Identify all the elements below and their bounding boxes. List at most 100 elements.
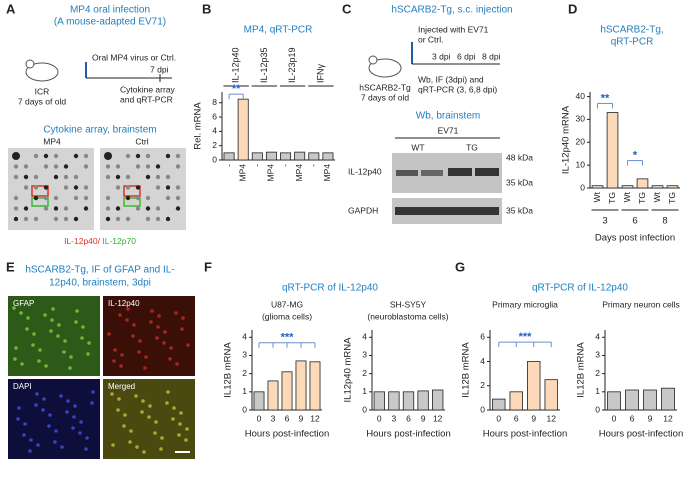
group-label: IL-12p40 [231,47,241,83]
cell [177,433,181,437]
y-tick-label: 2 [242,368,247,378]
cell [169,346,173,350]
cell [128,440,132,444]
y-tick-label: 0 [595,404,600,414]
array-spot [135,153,141,159]
array-spot [125,153,131,159]
cell [86,352,90,356]
cell [125,318,129,322]
cell [29,438,33,442]
bar [636,178,649,189]
cell [80,336,84,340]
array-spot [53,153,59,159]
array-spot [135,185,141,190]
y-tick-label: 0 [242,404,247,414]
cell [81,325,85,329]
x-axis-label: Days post infection [595,233,675,244]
x-tick-label: 3 [271,413,276,423]
array-spot [115,216,121,222]
y-tick-label: 10 [576,159,586,169]
cell [144,355,148,359]
array-spot [43,195,49,201]
cell [155,336,159,340]
cell [168,357,172,361]
title: qRT-PCR of IL-12p40 [282,283,378,294]
x-tick-label: 9 [648,413,653,423]
bar [402,391,415,411]
panel-label: D [568,1,577,16]
bar [308,152,320,161]
array-spot [115,174,121,180]
bar [432,389,444,411]
array-spot [63,185,69,190]
cell [118,313,122,317]
cell [13,357,17,361]
cell [112,359,116,363]
label: Oral MP4 virus or Ctrl. [92,52,176,62]
cell [49,329,53,333]
cell [16,417,20,421]
x-axis-label: Hours post-infection [245,429,329,440]
array-spot [105,206,111,211]
cell [63,339,67,343]
y-axis-label: IL12B mRNA [461,342,472,398]
cell [12,306,16,310]
array-spot [43,185,49,190]
bar [417,390,429,411]
cell [26,316,30,320]
significance: ** [601,92,610,104]
western-blot [392,153,502,224]
array-spot [53,164,59,169]
cell [87,341,91,345]
y-tick-label: 2 [480,380,485,390]
cell [180,327,184,331]
label: TG [466,142,478,152]
array-spot [145,206,151,211]
cell [53,440,57,444]
cell [54,429,58,433]
title: MP4 oral infection [70,5,150,16]
cell [138,339,142,343]
cell [43,313,47,317]
cell [65,410,69,414]
chart-title: MP4, qRT-PCR [244,25,313,36]
array-spot [63,174,69,180]
bar [544,379,558,411]
cell [35,392,39,396]
y-tick-label: 6 [480,332,485,342]
y-tick-label: 8 [212,97,217,107]
bar [253,391,265,411]
legend-green: IL-12p70 [100,236,136,246]
cell [32,332,36,336]
label: WT [411,142,424,152]
cell [175,362,179,366]
cell [186,343,190,347]
x-tick-label: TG [637,192,647,204]
stain-label: GFAP [13,299,34,308]
x-tick-label: - [308,164,318,167]
cytokine-array-images [8,148,186,230]
x-tick-label: 3 [392,413,397,423]
y-tick-label: 0 [480,404,485,414]
array-spot [33,216,39,222]
y-tick-label: 0 [580,182,585,192]
cell [165,401,169,405]
stain-label: IL-12p40 [108,299,140,308]
group-label: 8 [662,216,667,227]
significance: ** [232,83,241,95]
cell [148,404,152,408]
cell [181,316,185,320]
stain-label: Merged [108,382,135,391]
array-spot [13,164,19,169]
array-spot [53,206,59,211]
label: EV71 [438,125,459,135]
array-spot [23,174,29,180]
y-tick-label: 3 [595,350,600,360]
group-label: 3 [602,216,607,227]
cell [120,353,124,357]
label: Cytokine array [120,84,176,94]
cell [156,325,160,329]
cell [71,426,75,430]
x-tick-label: 9 [299,413,304,423]
